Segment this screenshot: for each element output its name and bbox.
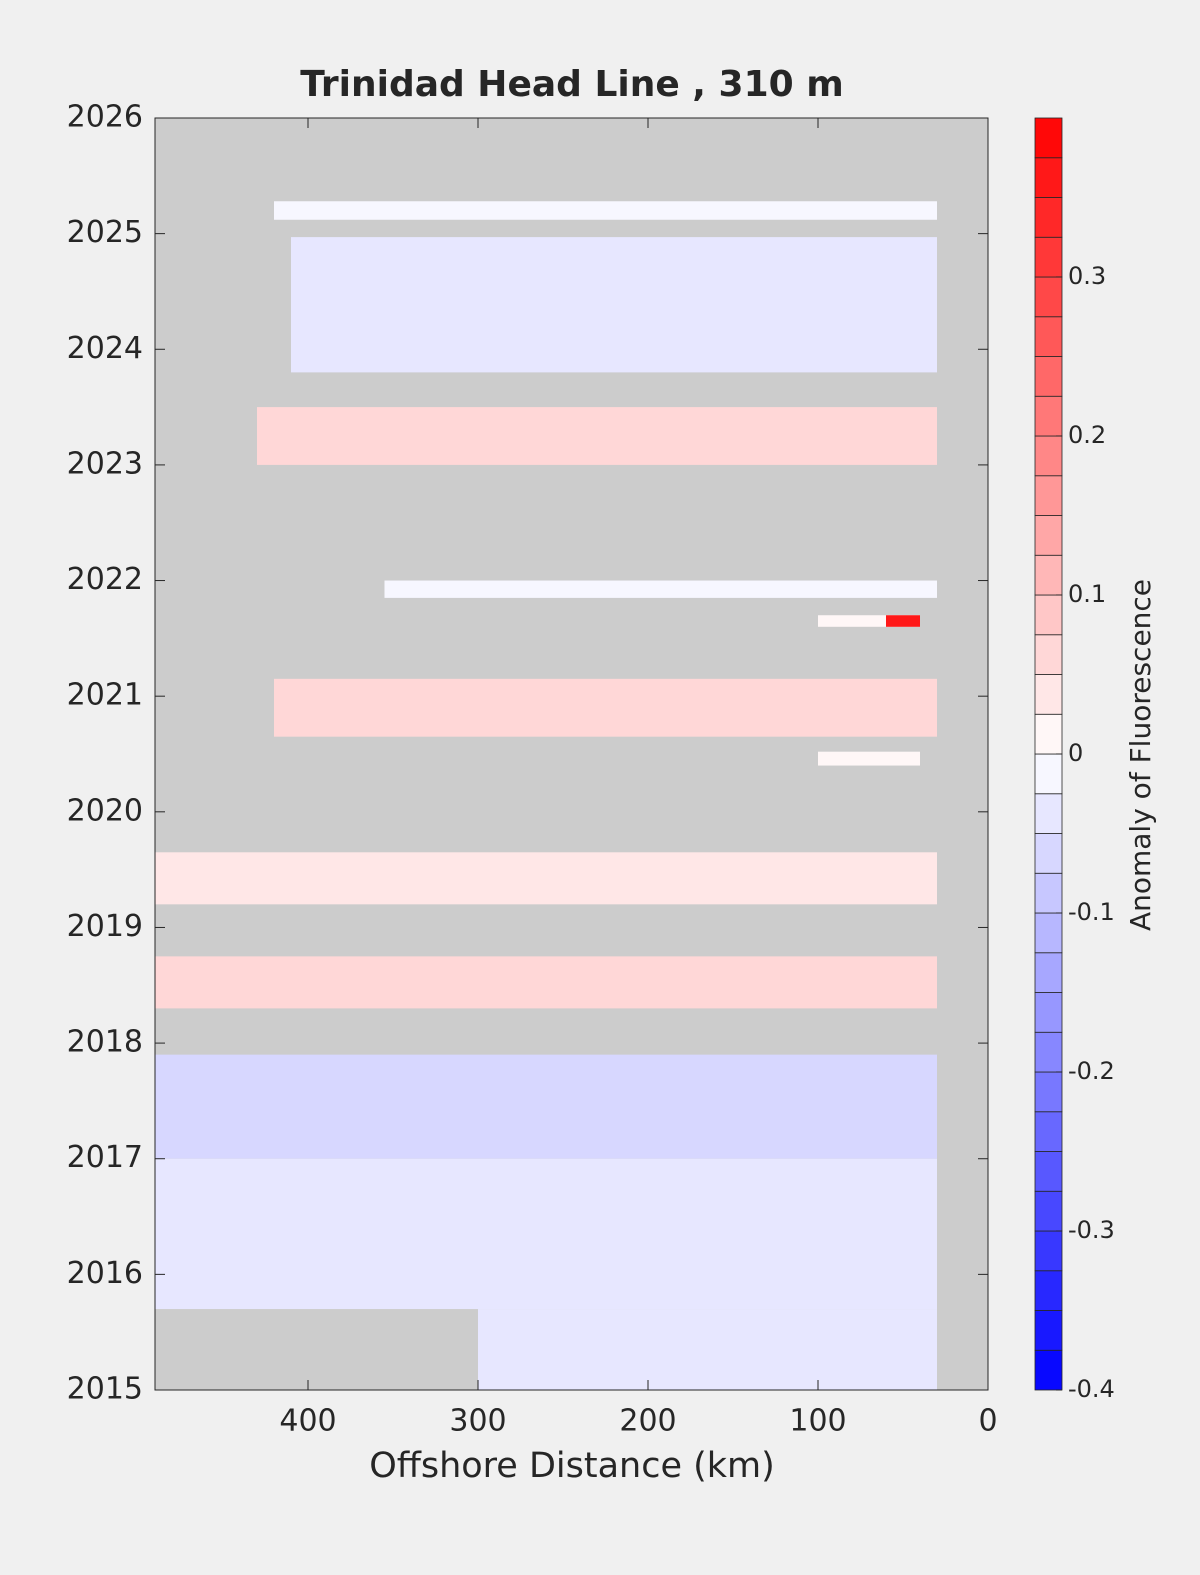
colorbar-step	[1034, 395, 1063, 437]
colorbar-step	[1034, 1151, 1063, 1192]
colorbar-step	[1034, 753, 1063, 795]
anomaly-patch	[384, 580, 937, 598]
colorbar-step	[1034, 594, 1063, 636]
colorbar-step	[1034, 793, 1063, 834]
x-axis-label: Offshore Distance (km)	[369, 1446, 775, 1486]
colorbar-tick-label: 0.2	[1068, 421, 1106, 449]
y-tick-label: 2016	[67, 1256, 143, 1291]
colorbar-step	[1034, 1230, 1063, 1272]
x-tick-label: 400	[279, 1404, 336, 1439]
anomaly-patch	[818, 615, 920, 627]
colorbar-step	[1034, 1310, 1063, 1351]
anomaly-patch	[155, 852, 937, 905]
y-tick-label: 2021	[67, 678, 143, 713]
x-tick-label: 100	[789, 1404, 846, 1439]
colorbar-tick-label: 0.3	[1068, 262, 1106, 290]
anomaly-patch	[155, 1158, 937, 1310]
anomaly-patch	[155, 956, 937, 1009]
y-tick-label: 2017	[67, 1140, 143, 1175]
y-tick-label: 2020	[67, 793, 143, 828]
colorbar-step	[1034, 117, 1063, 159]
colorbar-step	[1034, 1031, 1063, 1073]
chart-title: Trinidad Head Line , 310 m	[300, 64, 843, 105]
y-tick-label: 2024	[67, 331, 143, 366]
anomaly-patch	[818, 751, 920, 766]
colorbar-step	[1034, 713, 1063, 755]
anomaly-patch	[291, 237, 937, 373]
colorbar-tick-label: -0.4	[1068, 1375, 1115, 1403]
colorbar-step	[1034, 833, 1063, 874]
colorbar-step	[1034, 634, 1063, 675]
colorbar-step	[1034, 1071, 1063, 1113]
colorbar-step	[1034, 157, 1063, 198]
colorbar-step	[1034, 1349, 1063, 1391]
colorbar-step	[1034, 1190, 1063, 1232]
colorbar-step	[1034, 1111, 1063, 1152]
y-tick-label: 2019	[67, 909, 143, 944]
colorbar-step	[1034, 276, 1063, 318]
y-tick-label: 2026	[67, 100, 143, 135]
anomaly-patch	[886, 615, 920, 627]
x-tick-label: 300	[449, 1404, 506, 1439]
y-tick-label: 2025	[67, 215, 143, 250]
colorbar-step	[1034, 554, 1063, 596]
colorbar-step	[1034, 952, 1063, 993]
y-tick-label: 2023	[67, 446, 143, 481]
colorbar-step	[1034, 1270, 1063, 1311]
y-tick-label: 2018	[67, 1025, 143, 1060]
colorbar-label: Anomaly of Fluorescence	[1124, 579, 1157, 931]
anomaly-patch	[274, 201, 937, 220]
colorbar-tick-label: -0.1	[1068, 898, 1115, 926]
colorbar-tick-label: -0.2	[1068, 1057, 1115, 1085]
x-tick-label: 0	[978, 1404, 997, 1439]
x-tick-label: 200	[619, 1404, 676, 1439]
anomaly-patch	[274, 678, 937, 737]
colorbar-step	[1034, 435, 1063, 477]
colorbar-step	[1034, 197, 1063, 238]
colorbar-step	[1034, 992, 1063, 1033]
colorbar-tick-label: 0	[1068, 739, 1083, 767]
plot-frame	[154, 117, 989, 1391]
colorbar-step	[1034, 674, 1063, 715]
colorbar-step	[1034, 912, 1063, 954]
colorbar-step	[1034, 475, 1063, 516]
anomaly-patch	[257, 407, 937, 465]
y-tick-label: 2022	[67, 562, 143, 597]
y-tick-label: 2015	[67, 1372, 143, 1407]
colorbar-tick-label: 0.1	[1068, 580, 1106, 608]
colorbar-step	[1034, 236, 1063, 278]
colorbar-step	[1034, 872, 1063, 914]
colorbar-step	[1034, 515, 1063, 556]
anomaly-patch	[478, 1309, 937, 1390]
colorbar-step	[1034, 356, 1063, 397]
anomaly-patch	[155, 1054, 937, 1159]
colorbar-tick-label: -0.3	[1068, 1216, 1115, 1244]
colorbar-step	[1034, 316, 1063, 357]
